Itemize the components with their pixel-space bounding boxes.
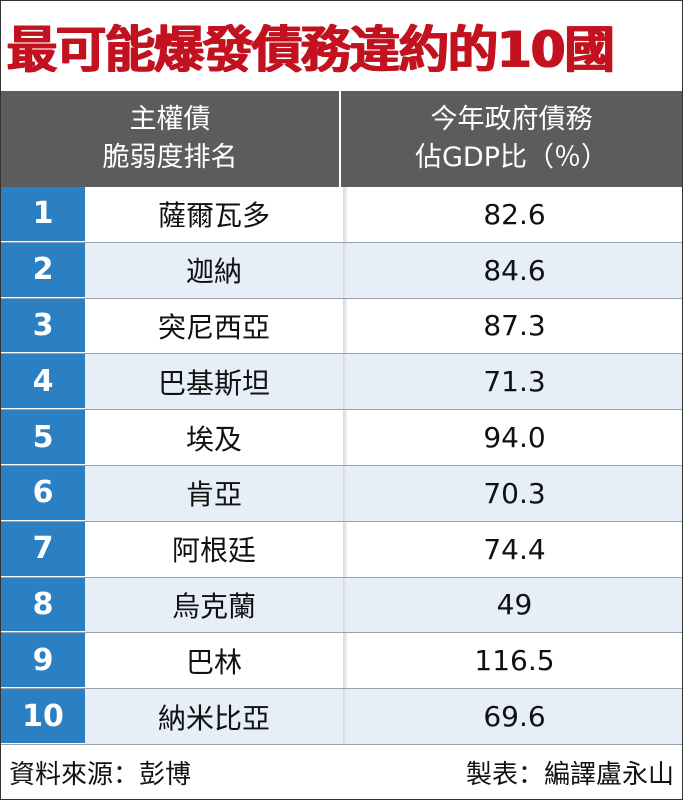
- header-rank-line2: 脆弱度排名: [102, 142, 238, 173]
- table-row: 5 埃及 94.0: [1, 410, 682, 466]
- country-cell: 肯亞: [185, 478, 242, 512]
- debt-ratio-cell: 82.6: [483, 197, 546, 231]
- rank-cell: 1: [1, 187, 85, 242]
- debt-ratio-cell: 87.3: [483, 309, 546, 343]
- country-cell: 突尼西亞: [157, 310, 270, 344]
- table-body: 1 薩爾瓦多 82.6 2 迦納 84.6 3 突尼西亞 87.3 4 巴基斯坦 71.3 5 埃及 94.…: [1, 187, 682, 745]
- header-rank-column: 主權債 脆弱度排名: [1, 91, 339, 187]
- country-cell: 薩爾瓦多: [157, 199, 270, 233]
- rank-cell: 4: [1, 354, 85, 410]
- debt-ratio-cell: 70.3: [483, 476, 546, 510]
- table-header: 主權債 脆弱度排名 今年政府債務 佔GDP比（％）: [1, 91, 682, 187]
- table-row: 6 肯亞 70.3: [1, 466, 682, 522]
- debt-ratio-cell: 69.6: [483, 700, 546, 734]
- country-cell: 烏克蘭: [171, 589, 256, 623]
- rank-cell: 5: [1, 410, 85, 465]
- rank-cell: 10: [1, 689, 85, 744]
- country-cell: 巴基斯坦: [157, 366, 270, 400]
- country-cell: 巴林: [185, 645, 242, 679]
- column-divider: [343, 298, 347, 354]
- table-row: 9 巴林 116.5: [1, 633, 682, 690]
- rank-cell: 3: [1, 298, 85, 354]
- chart-title: 最可能爆發債務違約的10國: [7, 21, 615, 79]
- credit-note: 製表：編譯盧永山: [465, 759, 674, 790]
- header-debt-column: 今年政府債務 佔GDP比（％）: [339, 91, 682, 187]
- rank-cell: 9: [1, 633, 85, 689]
- table-row: 10 納米比亞 69.6: [1, 689, 682, 745]
- debt-ratio-cell: 71.3: [483, 365, 546, 399]
- debt-ratio-cell: 84.6: [483, 253, 546, 287]
- header-debt-line1: 今年政府債務: [430, 104, 593, 135]
- table-row: 3 突尼西亞 87.3: [1, 298, 682, 355]
- country-cell: 迦納: [185, 255, 242, 289]
- table-row: 1 薩爾瓦多 82.6: [1, 187, 682, 243]
- column-divider: [343, 633, 347, 689]
- debt-ratio-cell: 94.0: [483, 421, 546, 455]
- column-divider: [343, 577, 347, 633]
- header-debt-line2: 佔GDP比（％）: [415, 142, 608, 173]
- debt-ratio-cell: 49: [496, 588, 533, 622]
- column-divider: [343, 242, 347, 298]
- column-divider: [343, 187, 347, 242]
- rank-cell: 2: [1, 242, 85, 298]
- column-divider: [343, 466, 347, 521]
- rank-cell: 7: [1, 521, 85, 577]
- debt-ratio-cell: 116.5: [474, 644, 555, 678]
- source-note: 資料來源：彭博: [9, 759, 192, 790]
- table-footer: 資料來源：彭博 製表：編譯盧永山: [1, 745, 682, 799]
- table-row: 7 阿根廷 74.4: [1, 521, 682, 578]
- rank-cell: 8: [1, 577, 85, 633]
- table-row: 4 巴基斯坦 71.3: [1, 354, 682, 411]
- table-row: 8 烏克蘭 49: [1, 577, 682, 634]
- table-row: 2 迦納 84.6: [1, 242, 682, 299]
- country-cell: 埃及: [185, 422, 242, 456]
- country-cell: 阿根廷: [171, 534, 256, 568]
- debt-ratio-cell: 74.4: [483, 532, 546, 566]
- country-cell: 納米比亞: [157, 701, 270, 735]
- rank-cell: 6: [1, 466, 85, 521]
- column-divider: [343, 410, 347, 465]
- column-divider: [343, 354, 347, 410]
- column-divider: [343, 521, 347, 577]
- column-divider: [343, 689, 347, 744]
- header-rank-line1: 主權債: [129, 104, 211, 135]
